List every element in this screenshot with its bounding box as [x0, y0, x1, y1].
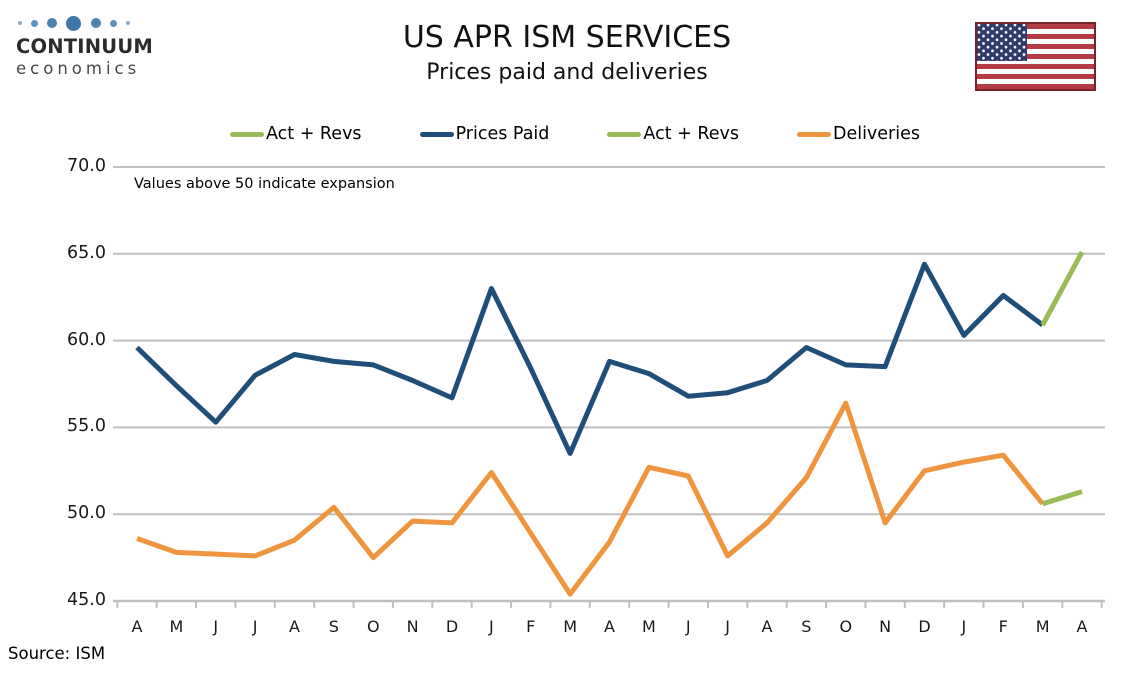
x-tick-label: D [445, 617, 459, 636]
series-prices-paid [135, 261, 1045, 456]
x-tick-label: N [879, 617, 892, 636]
x-tick-label: N [406, 617, 419, 636]
y-tick-label: 70.0 [67, 156, 106, 176]
x-tick-label: M [563, 617, 578, 636]
expansion-note: Values above 50 indicate expansion [134, 176, 395, 192]
x-tick-label: M [641, 617, 656, 636]
logo-dot [31, 19, 39, 27]
x-tick-label: J [489, 617, 494, 636]
logo-dot [125, 21, 130, 25]
series-act-revs-deliveries- [1041, 489, 1083, 507]
y-tick-label: 55.0 [67, 416, 106, 437]
legend-swatch-blue [419, 131, 454, 137]
x-tick-label: J [961, 617, 967, 636]
x-tick-label: F [526, 617, 536, 636]
logo-dot [109, 19, 117, 27]
legend-label: Act + Revs [643, 124, 739, 144]
series-deliveries [136, 400, 1045, 597]
x-tick-label: O [366, 617, 380, 636]
header: US APR ISM SERVICES Prices paid and deli… [0, 20, 1134, 85]
legend-item-act-revs-2: Act + Revs [607, 124, 739, 144]
legend-label: Deliveries [832, 124, 920, 144]
x-tick-label: A [761, 617, 773, 636]
x-tick-label: J [213, 617, 219, 636]
legend-swatch-green [607, 131, 642, 137]
y-tick-label: 45.0 [67, 590, 106, 610]
legend-item-prices-paid: Prices Paid [419, 124, 550, 144]
legend-label: Prices Paid [455, 124, 550, 144]
x-tick-label: A [289, 617, 300, 636]
x-tick-label: S [328, 617, 339, 636]
x-tick-label: M [169, 617, 184, 636]
legend-item-act-revs-1: Act + Revs [230, 124, 362, 144]
chart-title: US APR ISM SERVICES [402, 20, 732, 55]
x-tick-label: F [998, 617, 1008, 636]
logo-dot [47, 18, 58, 28]
legend-swatch-orange [796, 131, 831, 137]
x-tick-label: O [839, 617, 853, 636]
x-tick-label: A [1076, 617, 1088, 636]
chart-legend: Act + Revs Prices Paid Act + Revs Delive… [100, 124, 1050, 144]
x-tick-label: J [725, 617, 730, 636]
y-tick-label: 50.0 [67, 503, 106, 524]
continuum-logo: CONTINUUM economics [16, 14, 153, 78]
x-tick-label: J [252, 617, 258, 636]
x-tick-label: J [685, 617, 691, 636]
legend-label: Act + Revs [266, 124, 362, 144]
x-tick-label: M [1035, 617, 1050, 636]
source-note: Source: ISM [8, 644, 106, 663]
logo-dot [18, 21, 22, 25]
x-tick-label: A [604, 617, 615, 636]
chart-subtitle: Prices paid and deliveries [426, 60, 708, 85]
y-tick-label: 60.0 [67, 329, 106, 350]
logo-dots-icon [18, 14, 130, 32]
legend-item-deliveries: Deliveries [796, 124, 920, 144]
legend-swatch-green [230, 131, 264, 137]
x-tick-label: S [801, 617, 812, 636]
y-tick-label: 65.0 [67, 242, 106, 263]
us-flag-icon [975, 22, 1096, 91]
x-tick-label: D [918, 617, 931, 636]
logo-economics-text: economics [16, 59, 141, 78]
logo-continuum-text: CONTINUUM [16, 35, 153, 58]
logo-dot [66, 15, 82, 31]
x-tick-label: A [131, 617, 143, 636]
logo-dot [90, 18, 101, 28]
series-act-revs-prices-paid- [1040, 250, 1085, 327]
flag-canton [977, 24, 1027, 61]
